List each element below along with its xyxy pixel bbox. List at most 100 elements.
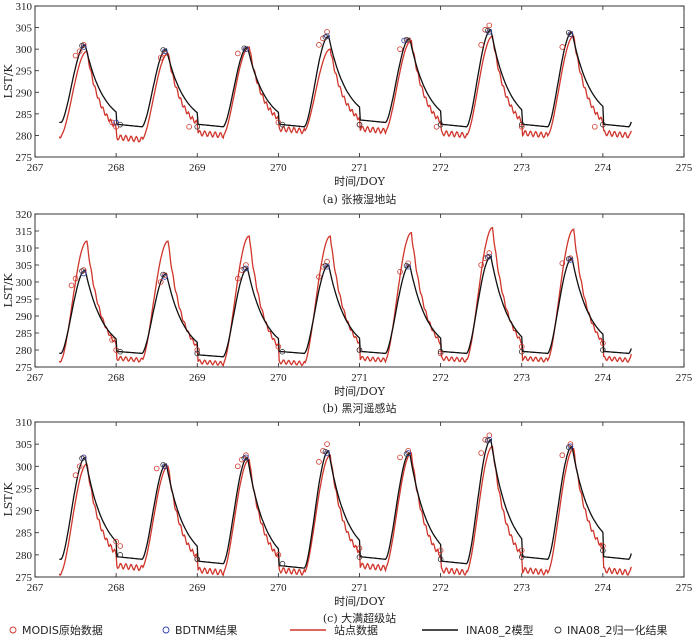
- modis-point: [397, 268, 403, 275]
- y-tick-label: 310: [16, 243, 33, 255]
- ina08-model-line: [59, 255, 632, 358]
- station-data-line: [58, 35, 632, 143]
- x-tick-label: 272: [432, 162, 449, 174]
- modis-point: [109, 119, 115, 126]
- bdtnm-point: [486, 29, 493, 35]
- modis-point: [478, 262, 484, 268]
- y-tick-label: 290: [16, 311, 33, 323]
- x-tick-label: 269: [189, 582, 206, 594]
- y-tick-label: 295: [16, 66, 33, 78]
- modis-point: [437, 547, 444, 554]
- y-tick-label: 310: [16, 1, 33, 13]
- legend-marker-circle: [9, 626, 17, 634]
- modis-point: [437, 350, 444, 357]
- y-tick-label: 285: [16, 328, 33, 340]
- modis-point: [153, 465, 160, 472]
- panel-caption: (a) 张掖湿地站: [323, 192, 397, 206]
- legend-label: 站点数据: [334, 623, 378, 637]
- y-tick-label: 280: [16, 345, 33, 357]
- x-tick-label: 273: [514, 582, 531, 594]
- modis-point: [486, 22, 493, 29]
- x-tick-label: 272: [432, 582, 449, 594]
- ina08-normalized-point: [117, 121, 123, 128]
- y-tick-label: 295: [16, 294, 33, 306]
- x-tick-label: 269: [189, 162, 206, 174]
- ina08-normalized-point: [437, 121, 444, 128]
- y-tick-label: 305: [16, 439, 33, 451]
- modis-point: [316, 42, 322, 48]
- legend-marker-circle: [162, 626, 170, 634]
- x-tick-label: 270: [270, 162, 287, 174]
- x-tick-label: 271: [351, 162, 368, 174]
- modis-point: [157, 279, 164, 285]
- modis-point: [316, 274, 322, 280]
- modis-point: [591, 124, 598, 130]
- ina08-normalized-point: [194, 556, 201, 563]
- modis-point: [76, 463, 83, 470]
- modis-point: [397, 454, 403, 461]
- modis-point: [109, 336, 115, 343]
- chart-panel-1: 267 268 269 270 271 272 273 274 275 275 280 285 290 2…: [2, 1, 693, 206]
- modis-point: [72, 52, 79, 59]
- modis-point: [72, 275, 79, 282]
- y-tick-label: 275: [16, 572, 33, 584]
- chart-panel-2: 267 268 269 270 271 272 273 274 275 275 280 285 290 2…: [2, 209, 693, 415]
- x-tick-label: 274: [595, 582, 612, 594]
- modis-point: [157, 54, 164, 61]
- x-tick-label: 273: [514, 372, 531, 384]
- ina08-normalized-point: [79, 42, 85, 49]
- y-tick-label: 280: [16, 550, 33, 562]
- modis-point: [405, 447, 411, 454]
- ina08-normalized-point: [79, 268, 85, 274]
- x-tick-label: 270: [270, 372, 287, 384]
- x-tick-label: 273: [514, 162, 531, 174]
- modis-point: [194, 347, 201, 353]
- y-tick-label: 300: [16, 277, 33, 289]
- bdtnm-point: [401, 37, 407, 44]
- modis-point: [559, 44, 566, 50]
- ina08-normalized-point: [279, 121, 286, 128]
- station-data-line: [58, 445, 632, 577]
- modis-point: [324, 441, 330, 447]
- modis-point: [518, 124, 525, 130]
- legend-marker-circle: [554, 626, 562, 634]
- ina08-normalized-point: [437, 348, 444, 355]
- x-tick-label: 274: [595, 372, 612, 384]
- modis-point: [117, 543, 123, 549]
- y-axis-label: LST/K: [2, 64, 15, 99]
- ina08-normalized-point: [194, 124, 201, 130]
- ina08-normalized-point: [518, 554, 525, 560]
- x-tick-label: 274: [595, 162, 612, 174]
- ina08-normalized-point: [356, 121, 363, 128]
- ina08-normalized-point: [566, 444, 572, 451]
- chart-panel-3: 267 268 269 270 271 272 273 274 275 275 280 285 290 2…: [2, 417, 693, 625]
- modis-point: [559, 260, 566, 267]
- modis-point: [275, 552, 282, 558]
- ina08-normalized-point: [241, 455, 248, 462]
- modis-point: [518, 547, 525, 554]
- legend-label: BDTNM结果: [175, 624, 237, 637]
- x-tick-label: 268: [108, 162, 125, 174]
- bdtnm-point: [162, 48, 168, 55]
- legend-label: MODIS原始数据: [22, 623, 103, 637]
- ina08-normalized-point: [437, 556, 444, 563]
- y-tick-label: 320: [16, 209, 33, 221]
- ina08-normalized-point: [322, 262, 329, 269]
- ina08-normalized-point: [518, 121, 525, 128]
- modis-point: [76, 48, 83, 55]
- y-tick-label: 290: [16, 506, 33, 518]
- ina08-normalized-point: [356, 554, 363, 560]
- bdtnm-point: [324, 450, 330, 456]
- y-tick-label: 285: [16, 528, 33, 540]
- ina08-normalized-point: [160, 462, 166, 468]
- modis-point: [559, 452, 566, 459]
- modis-point: [275, 343, 282, 350]
- modis-point: [482, 436, 489, 443]
- y-tick-label: 300: [16, 44, 33, 56]
- ina08-normalized-point: [117, 552, 123, 558]
- x-tick-label: 268: [108, 582, 125, 594]
- x-tick-label: 268: [108, 372, 125, 384]
- legend-label: INA08_2归一化结果: [567, 623, 668, 637]
- ina08-normalized-point: [322, 448, 329, 455]
